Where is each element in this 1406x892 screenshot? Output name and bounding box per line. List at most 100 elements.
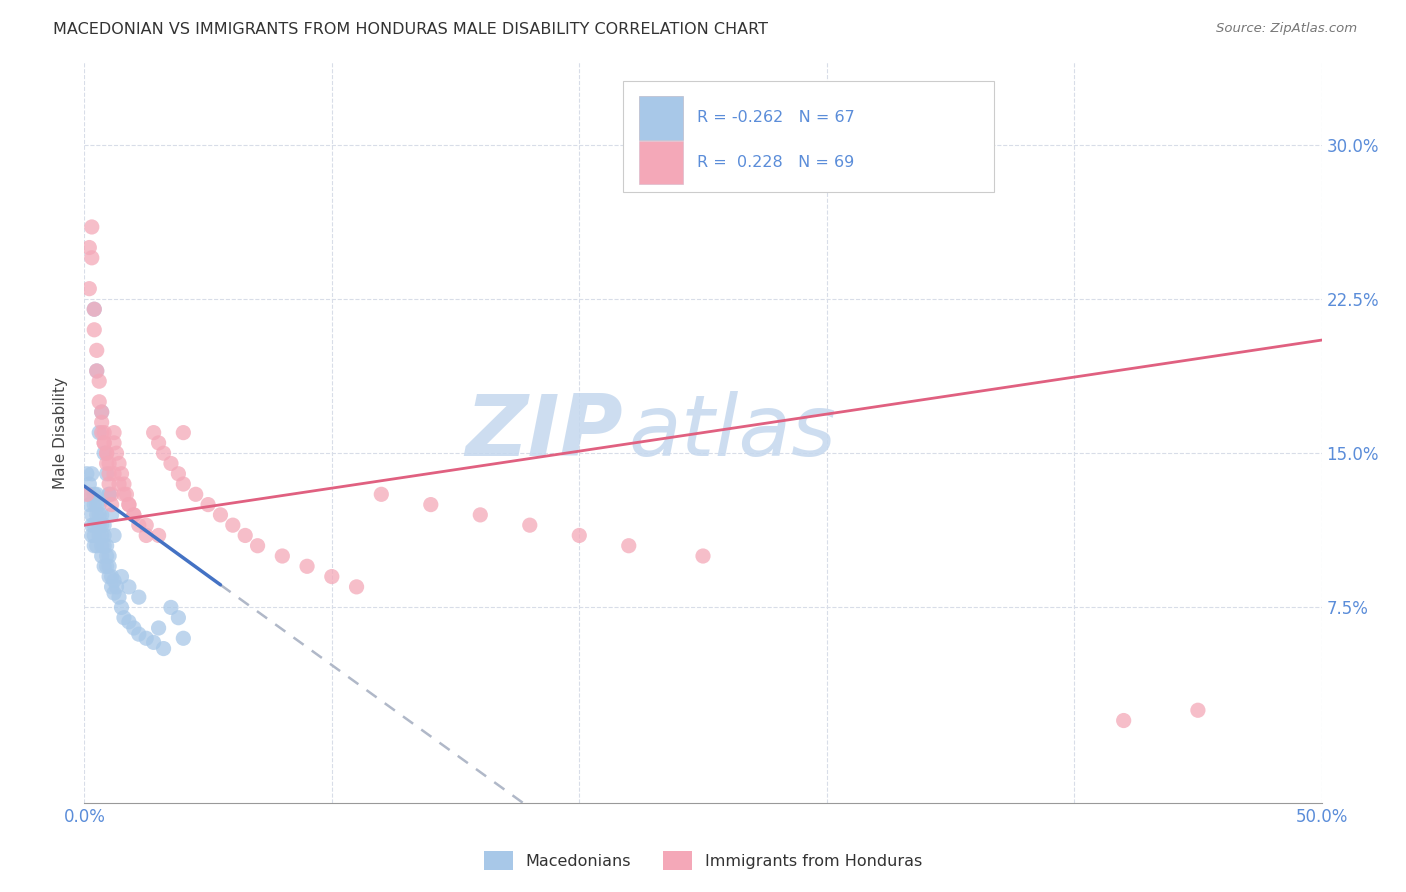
Point (83, 487, 105, 501)
Point (80, 528, 103, 542)
Point (118, 615, 141, 629)
Point (108, 477, 131, 491)
Legend: Macedonians, Immigrants from Honduras: Macedonians, Immigrants from Honduras (478, 845, 928, 876)
Point (83, 302, 105, 317)
Text: Source: ZipAtlas.com: Source: ZipAtlas.com (1216, 22, 1357, 36)
Point (167, 611, 190, 625)
Point (1112, 714, 1135, 728)
Point (90, 549, 112, 563)
Point (89, 425, 111, 440)
Point (271, 549, 294, 563)
Point (346, 580, 368, 594)
FancyBboxPatch shape (623, 81, 994, 192)
Point (103, 467, 125, 481)
Point (142, 425, 165, 440)
Point (98, 467, 121, 481)
Point (93, 528, 115, 542)
Point (135, 528, 157, 542)
Point (93, 518, 115, 533)
Point (98, 457, 121, 471)
Point (148, 528, 170, 542)
Point (108, 457, 131, 471)
Point (96, 559, 118, 574)
Point (93, 436, 115, 450)
Point (172, 425, 194, 440)
Point (419, 498, 441, 512)
Point (83, 539, 105, 553)
Point (98, 487, 121, 501)
Point (172, 477, 194, 491)
Point (83, 498, 105, 512)
Point (115, 487, 138, 501)
Text: R = -0.262   N = 67: R = -0.262 N = 67 (697, 111, 855, 126)
Point (103, 528, 125, 542)
Point (96, 446, 118, 460)
Point (86, 364, 108, 378)
Point (98, 549, 121, 563)
Point (86, 508, 108, 522)
Point (79, 477, 101, 491)
Point (209, 508, 232, 522)
Point (135, 518, 157, 533)
Point (90, 425, 112, 440)
Point (112, 611, 135, 625)
Text: R =  0.228   N = 69: R = 0.228 N = 69 (697, 155, 853, 169)
Point (370, 487, 392, 501)
Point (83, 323, 105, 337)
Point (96, 549, 118, 563)
Point (98, 559, 121, 574)
Point (222, 518, 245, 533)
Point (122, 508, 145, 522)
Point (103, 574, 125, 588)
Point (118, 580, 141, 594)
Point (122, 621, 145, 635)
Point (76, 467, 98, 481)
Point (86, 539, 108, 553)
Point (519, 518, 541, 533)
Point (103, 586, 125, 600)
Point (100, 569, 122, 583)
Text: atlas: atlas (628, 391, 837, 475)
Point (100, 580, 122, 594)
Point (90, 528, 112, 542)
Point (103, 436, 125, 450)
Point (98, 569, 121, 583)
Point (90, 405, 112, 419)
Point (321, 569, 343, 583)
Point (80, 508, 103, 522)
Point (80, 251, 103, 265)
Point (108, 590, 131, 604)
Point (98, 477, 121, 491)
Point (118, 498, 141, 512)
Point (112, 487, 135, 501)
Point (93, 425, 115, 440)
Point (110, 467, 132, 481)
Point (98, 487, 121, 501)
Point (96, 457, 118, 471)
Point (692, 549, 714, 563)
Point (90, 518, 112, 533)
Point (148, 621, 170, 635)
Point (93, 436, 115, 450)
Point (76, 487, 98, 501)
Point (103, 425, 125, 440)
Point (470, 508, 492, 522)
Point (80, 518, 103, 533)
Point (1187, 703, 1209, 717)
Point (128, 518, 150, 533)
Point (246, 539, 269, 553)
Point (83, 528, 105, 542)
Point (105, 446, 128, 460)
Point (89, 498, 111, 512)
Point (93, 559, 115, 574)
Point (89, 374, 111, 388)
Point (79, 487, 101, 501)
Point (152, 641, 174, 656)
Point (93, 446, 115, 460)
Point (197, 498, 219, 512)
Point (128, 590, 150, 604)
Point (96, 446, 118, 460)
Point (617, 539, 640, 553)
Point (89, 528, 111, 542)
Point (86, 487, 108, 501)
